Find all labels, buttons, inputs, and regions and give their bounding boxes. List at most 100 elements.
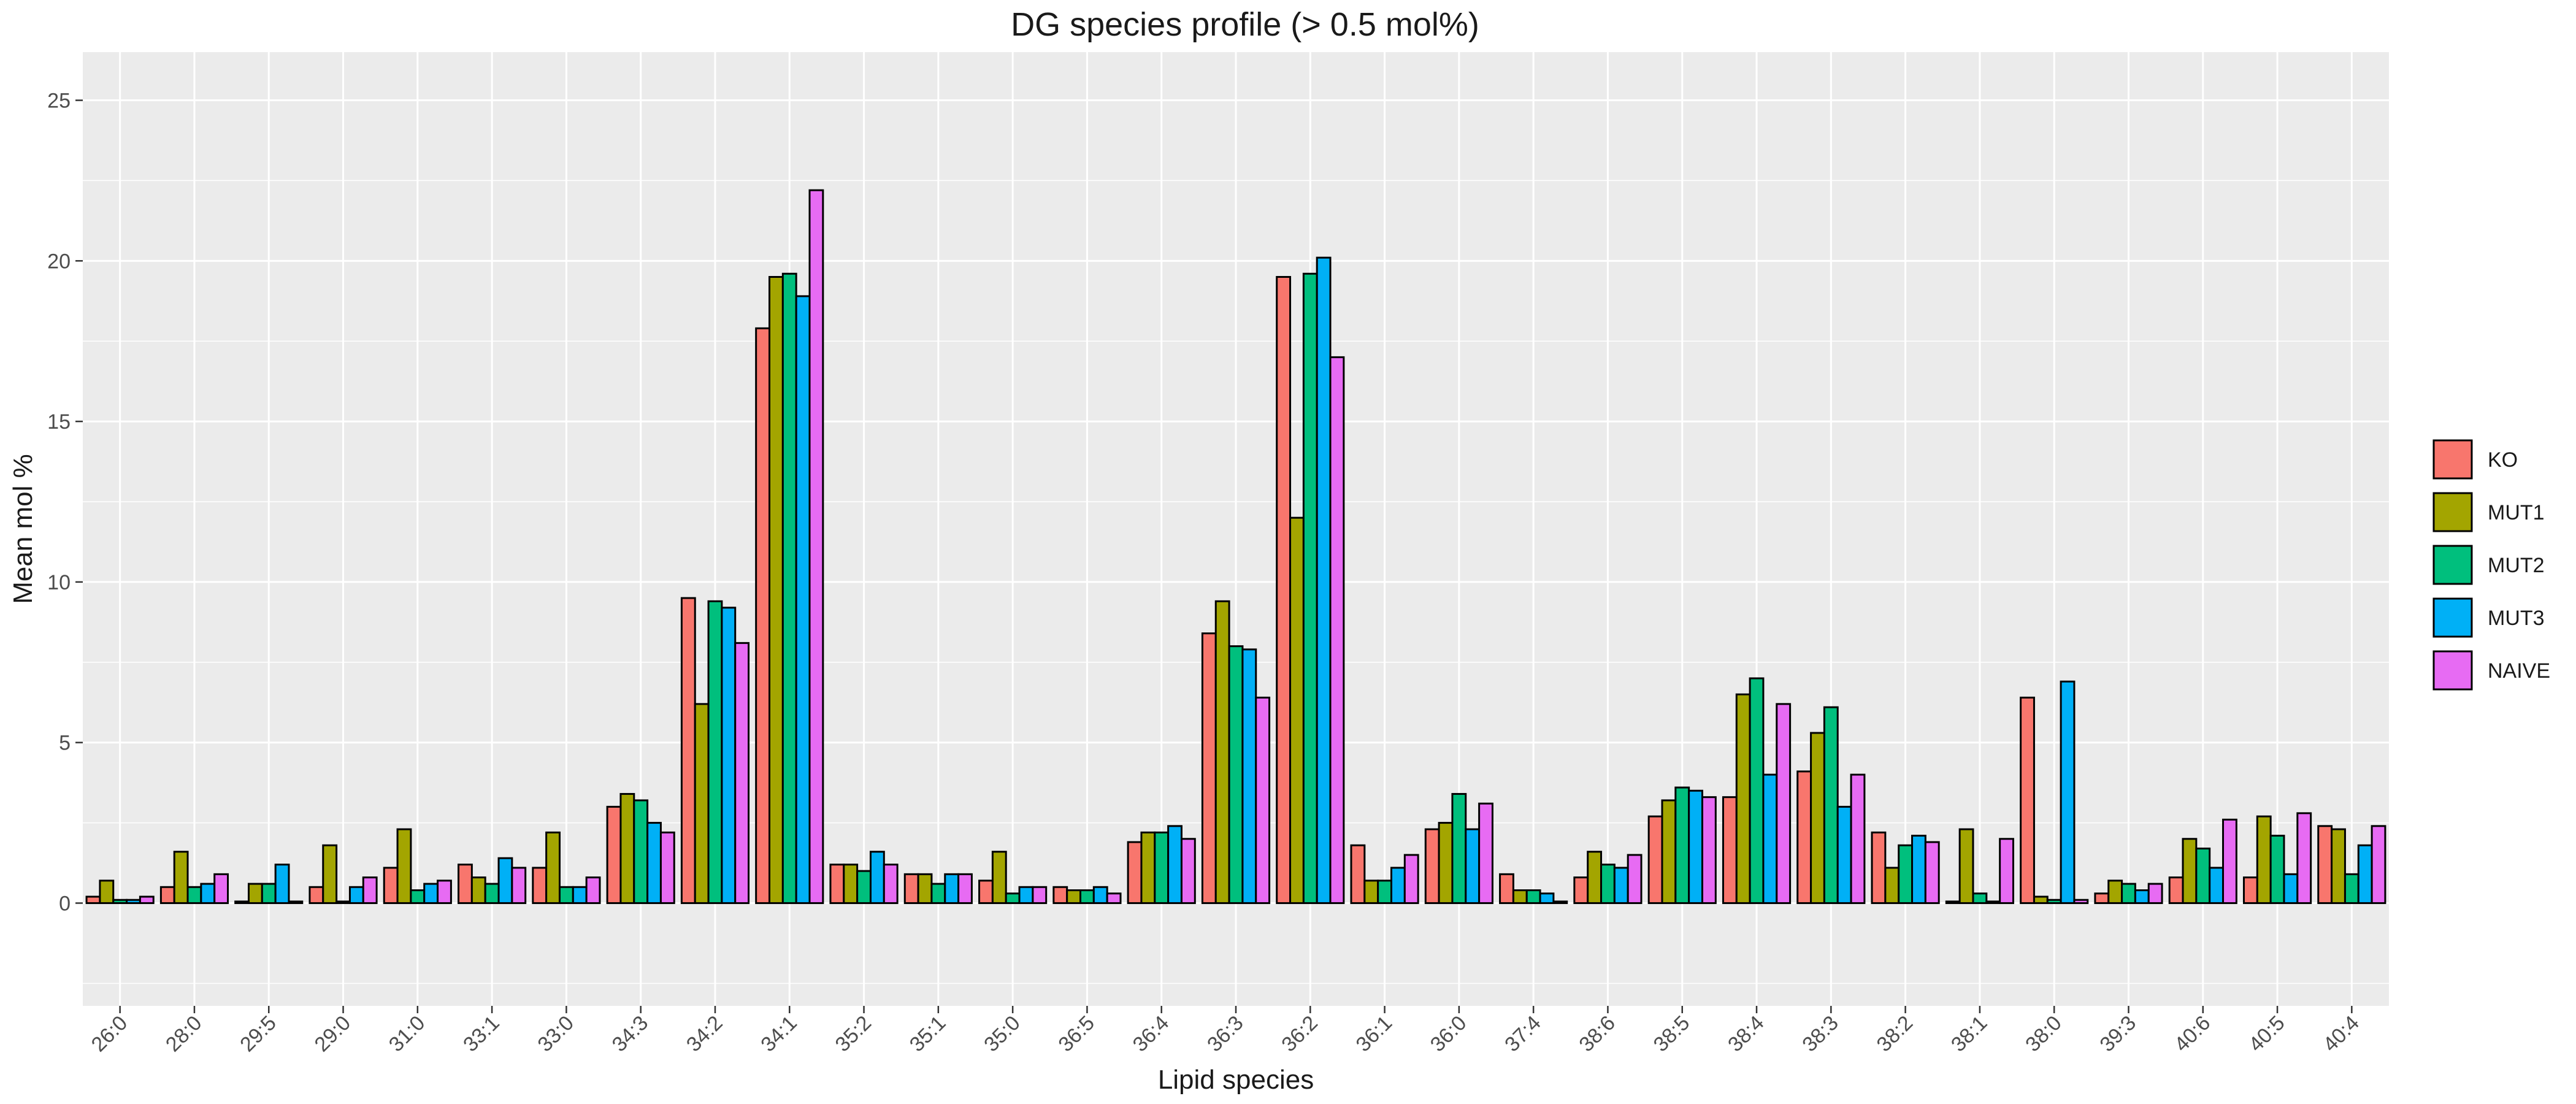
x-tick-label: 35:1 [905, 1011, 951, 1057]
bar-mut2 [1749, 677, 1765, 904]
x-tick-label: 38:4 [1723, 1011, 1769, 1057]
x-tick-label: 38:5 [1649, 1011, 1695, 1057]
bar-mut1 [1066, 889, 1082, 904]
bar-mut3 [497, 857, 513, 904]
bar-naive [2222, 818, 2237, 904]
bar-mut3 [1539, 892, 1555, 904]
bar-ko [606, 805, 622, 904]
bar-mut3 [1167, 825, 1183, 904]
bar-mut1 [1512, 889, 1528, 904]
x-tick-label: 34:2 [682, 1011, 727, 1057]
legend-label: KO [2488, 448, 2518, 472]
y-tick-label: 5 [59, 732, 71, 755]
bar-naive [1403, 854, 1419, 904]
bar-mut2 [781, 272, 797, 904]
bar-naive [362, 876, 378, 904]
bar-mut3 [572, 886, 588, 904]
bar-naive [659, 831, 675, 904]
bar-naive [2371, 825, 2386, 904]
bar-naive [585, 876, 601, 904]
bar-mut1 [1140, 831, 1156, 904]
bar-ko [234, 900, 250, 904]
x-tick-label: 36:1 [1352, 1011, 1397, 1057]
bar-mut3 [1241, 648, 1257, 904]
bar-naive [288, 900, 304, 904]
x-tick-label: 31:0 [385, 1011, 430, 1057]
legend: KO MUT1 MUT2 MUT3 NAIVE [2432, 439, 2550, 691]
bar-naive [883, 864, 899, 904]
bar-ko [2094, 892, 2110, 904]
bar-ko [1573, 876, 1589, 904]
bar-mut3 [869, 851, 885, 904]
bar-naive [957, 873, 973, 904]
bar-mut2 [1525, 889, 1541, 904]
bar-mut1 [1958, 828, 1974, 904]
bar-naive [1776, 703, 1792, 904]
bar-mut3 [348, 886, 364, 904]
bar-mut3 [2134, 889, 2150, 904]
bar-mut1 [843, 864, 859, 904]
bar-naive [1329, 356, 1345, 904]
bar-mut1 [2033, 895, 2049, 904]
y-tick-label: 15 [47, 410, 71, 434]
bar-naive [2147, 883, 2163, 904]
bar-mut1 [917, 873, 933, 904]
bar-mut2 [484, 883, 500, 904]
bar-ko [309, 886, 324, 904]
x-tick-label: 36:0 [1426, 1011, 1471, 1057]
bar-mut3 [1911, 835, 1926, 904]
bar-mut2 [1823, 706, 1839, 904]
y-tick-label: 10 [47, 571, 71, 594]
bar-naive [1255, 696, 1271, 904]
bar-mut1 [322, 844, 338, 904]
bar-naive [213, 873, 229, 904]
bar-ko [458, 864, 473, 904]
x-axis-ticks: 26:0 28:0 29:5 29:0 31:0 33:1 33:0 34:3 34:2 34:1… [87, 1006, 2364, 1056]
bar-ko [1052, 886, 1068, 904]
bar-naive [1850, 773, 1866, 904]
x-tick-label: 33:1 [459, 1011, 504, 1057]
bar-ko [2317, 825, 2333, 904]
bar-naive [1999, 838, 2014, 904]
y-axis-title: Mean mol % [8, 454, 38, 604]
y-tick-label: 0 [59, 892, 71, 915]
bar-ko [2020, 696, 2035, 904]
x-tick-label: 36:5 [1054, 1011, 1099, 1057]
y-tick-label: 25 [47, 90, 71, 113]
bar-mut1 [1214, 600, 1230, 904]
bar-ko [1499, 873, 1514, 904]
bar-mut3 [795, 295, 811, 904]
bar-mut1 [2256, 815, 2272, 904]
x-axis-title: Lipid species [1158, 1065, 1314, 1095]
bar-ko [1722, 796, 1738, 904]
bar-mut2 [2269, 835, 2285, 904]
bar-mut2 [1079, 889, 1095, 904]
bar-naive [1627, 854, 1643, 904]
legend-label: MUT2 [2488, 554, 2545, 577]
bar-mut3 [1316, 256, 1332, 904]
x-tick-label: 35:2 [831, 1011, 876, 1057]
x-tick-label: 38:2 [1873, 1011, 1918, 1057]
bar-mut2 [633, 799, 649, 904]
bar-mut3 [1762, 773, 1778, 904]
bar-mut1 [173, 851, 189, 904]
x-tick-label: 29:5 [236, 1011, 281, 1057]
bar-mut2 [856, 870, 872, 904]
x-tick-label: 34:1 [756, 1011, 802, 1057]
bar-naive [1552, 900, 1568, 904]
legend-key-mut2 [2432, 545, 2473, 585]
bar-ko [159, 886, 175, 904]
bar-mut1 [1735, 693, 1751, 904]
x-tick-label: 40:4 [2318, 1011, 2364, 1057]
bar-mut2 [1228, 645, 1244, 904]
bar-ko [85, 895, 101, 904]
bar-ko [1127, 841, 1143, 904]
bar-mut1 [769, 275, 784, 904]
bar-mut3 [1836, 805, 1852, 904]
bar-mut2 [1005, 892, 1021, 904]
bar-mut2 [1377, 880, 1392, 904]
x-tick-label: 34:3 [608, 1011, 653, 1057]
bar-ko [1424, 828, 1440, 904]
legend-label: NAIVE [2488, 659, 2550, 683]
legend-key-naive [2432, 650, 2473, 691]
